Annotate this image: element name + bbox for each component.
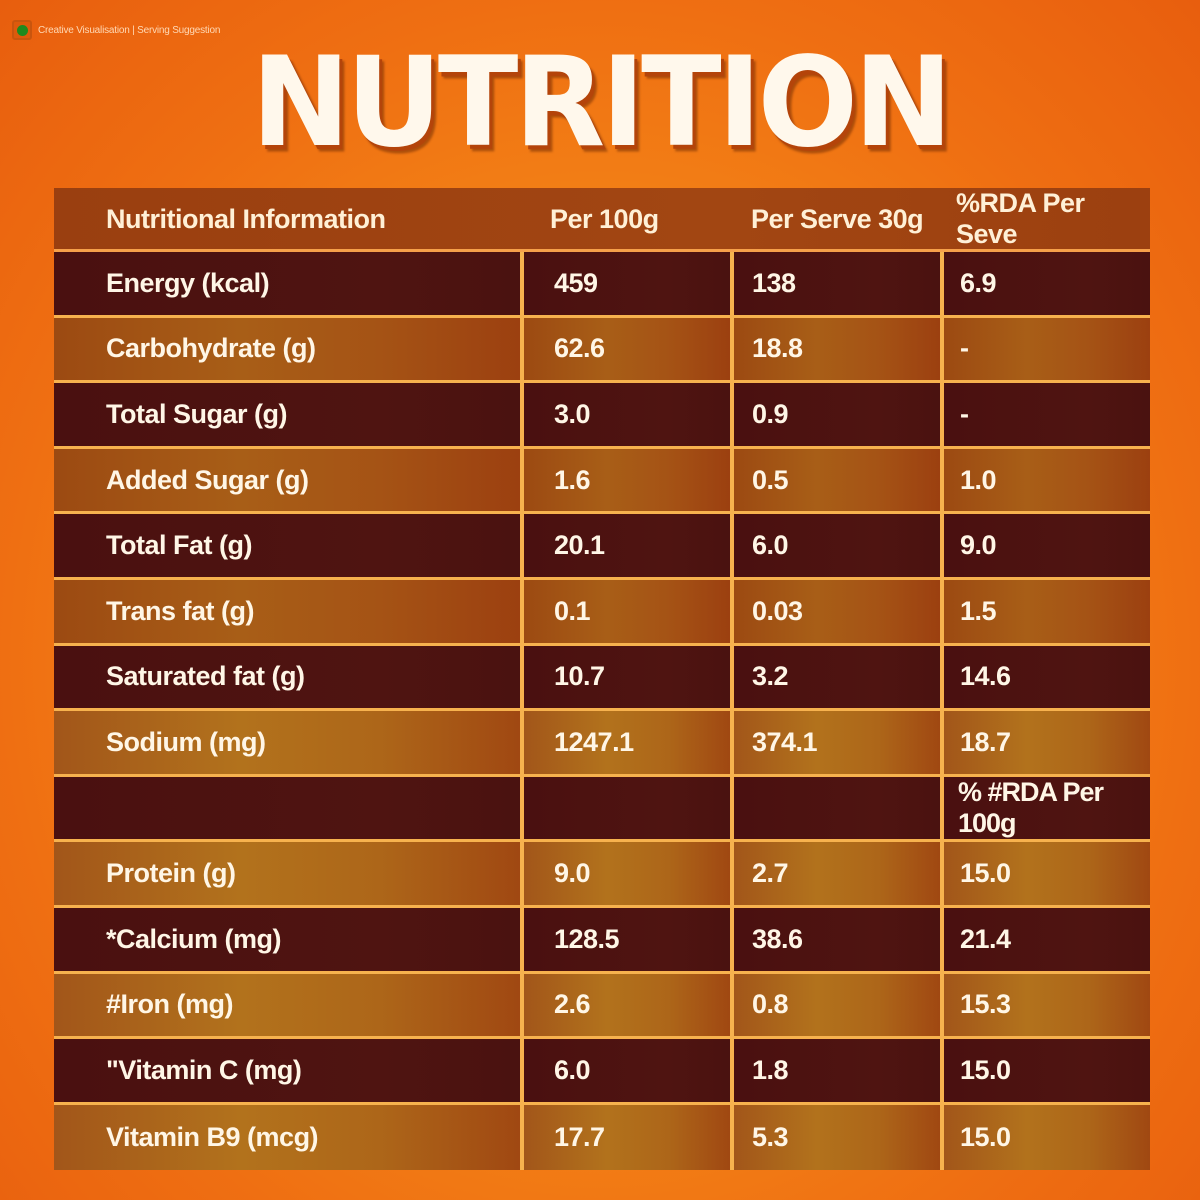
- per-100g-value: 17.7: [520, 1104, 730, 1171]
- rda-value: 14.6: [940, 645, 1150, 709]
- nutrient-name: Total Fat (g): [54, 514, 520, 577]
- per-serve-value: 1.8: [730, 1039, 940, 1102]
- per-100g-value: [520, 776, 730, 840]
- nutrient-name: Total Sugar (g): [54, 383, 520, 446]
- per-100g-value: 2.6: [520, 973, 730, 1037]
- nutrient-name: Energy (kcal): [54, 252, 520, 315]
- per-serve-value: 6.0: [730, 514, 940, 577]
- per-100g-value: 1.6: [520, 448, 730, 512]
- nutrient-name: Carbohydrate (g): [54, 317, 520, 381]
- rda-subheader-row: % #RDA Per 100g: [54, 776, 1150, 843]
- rda-value: -: [940, 383, 1150, 446]
- table-row: "Vitamin C (mg) 6.0 1.8 15.0: [54, 1039, 1150, 1105]
- per-serve-value: 3.2: [730, 645, 940, 709]
- header-per-serve: Per Serve 30g: [751, 203, 924, 234]
- per-100g-value: 62.6: [520, 317, 730, 381]
- rda-value: 1.0: [940, 448, 1150, 512]
- rda-value: 15.0: [940, 1039, 1150, 1102]
- nutrient-name: Vitamin B9 (mcg): [54, 1104, 520, 1171]
- per-100g-value: 6.0: [520, 1039, 730, 1102]
- per-100g-value: 3.0: [520, 383, 730, 446]
- per-serve-value: 138: [730, 252, 940, 315]
- table-row: Sodium (mg) 1247.1 374.1 18.7: [54, 711, 1150, 777]
- header-per-100g: Per 100g: [550, 203, 659, 234]
- table-row: Vitamin B9 (mcg) 17.7 5.3 15.0: [54, 1104, 1150, 1171]
- per-100g-value: 20.1: [520, 514, 730, 577]
- rda-value: -: [940, 317, 1150, 381]
- per-100g-value: 0.1: [520, 579, 730, 643]
- nutrient-name: Protein (g): [54, 842, 520, 905]
- table-row: Protein (g) 9.0 2.7 15.0: [54, 842, 1150, 908]
- nutrient-name: [54, 776, 520, 840]
- nutrient-name: Sodium (mg): [54, 711, 520, 774]
- per-serve-value: 0.9: [730, 383, 940, 446]
- veg-badge: Creative Visualisation | Serving Suggest…: [12, 18, 220, 42]
- nutrient-name: Saturated fat (g): [54, 645, 520, 709]
- table-row: Total Sugar (g) 3.0 0.9 -: [54, 383, 1150, 449]
- rda-value: 15.3: [940, 973, 1150, 1037]
- per-100g-value: 128.5: [520, 907, 730, 971]
- nutrient-name: Trans fat (g): [54, 579, 520, 643]
- page-title: NUTRITION: [251, 29, 952, 175]
- per-serve-value: 5.3: [730, 1104, 940, 1171]
- nutrient-name: "Vitamin C (mg): [54, 1039, 520, 1102]
- per-serve-value: 0.8: [730, 973, 940, 1037]
- rda-per-100g-header: % #RDA Per 100g: [940, 776, 1150, 840]
- per-serve-value: 374.1: [730, 711, 940, 774]
- per-100g-value: 459: [520, 252, 730, 315]
- table-row: Total Fat (g) 20.1 6.0 9.0: [54, 514, 1150, 580]
- rda-value: 21.4: [940, 907, 1150, 971]
- nutrient-name: #Iron (mg): [54, 973, 520, 1037]
- header-nutritional-information: Nutritional Information: [106, 203, 386, 234]
- table-row: Added Sugar (g) 1.6 0.5 1.0: [54, 448, 1150, 515]
- header-rda: %RDA Per Seve: [956, 188, 1085, 249]
- table-row: Carbohydrate (g) 62.6 18.8 -: [54, 317, 1150, 384]
- per-serve-value: 18.8: [730, 317, 940, 381]
- table-row: Energy (kcal) 459 138 6.9: [54, 252, 1150, 318]
- per-100g-value: 1247.1: [520, 711, 730, 774]
- nutrient-name: *Calcium (mg): [54, 907, 520, 971]
- disclaimer-text: Creative Visualisation | Serving Suggest…: [38, 24, 221, 36]
- table-row: Trans fat (g) 0.1 0.03 1.5: [54, 579, 1150, 646]
- table-header: Nutritional Information Per 100g Per Ser…: [54, 188, 1150, 252]
- per-serve-value: [730, 776, 940, 840]
- table-row: #Iron (mg) 2.6 0.8 15.3: [54, 973, 1150, 1040]
- rda-value: 6.9: [940, 252, 1150, 315]
- rda-value: 18.7: [940, 711, 1150, 774]
- per-serve-value: 38.6: [730, 907, 940, 971]
- per-100g-value: 9.0: [520, 842, 730, 905]
- per-serve-value: 2.7: [730, 842, 940, 905]
- per-serve-value: 0.5: [730, 448, 940, 512]
- per-serve-value: 0.03: [730, 579, 940, 643]
- nutrition-table: Nutritional Information Per 100g Per Ser…: [54, 188, 1150, 1171]
- per-100g-value: 10.7: [520, 645, 730, 709]
- veg-mark-icon: [12, 20, 32, 40]
- rda-value: 1.5: [940, 579, 1150, 643]
- rda-value: 15.0: [940, 1104, 1150, 1171]
- nutrient-name: Added Sugar (g): [54, 448, 520, 512]
- table-row: Saturated fat (g) 10.7 3.2 14.6: [54, 645, 1150, 712]
- rda-value: 9.0: [940, 514, 1150, 577]
- rda-value: 15.0: [940, 842, 1150, 905]
- table-row: *Calcium (mg) 128.5 38.6 21.4: [54, 907, 1150, 974]
